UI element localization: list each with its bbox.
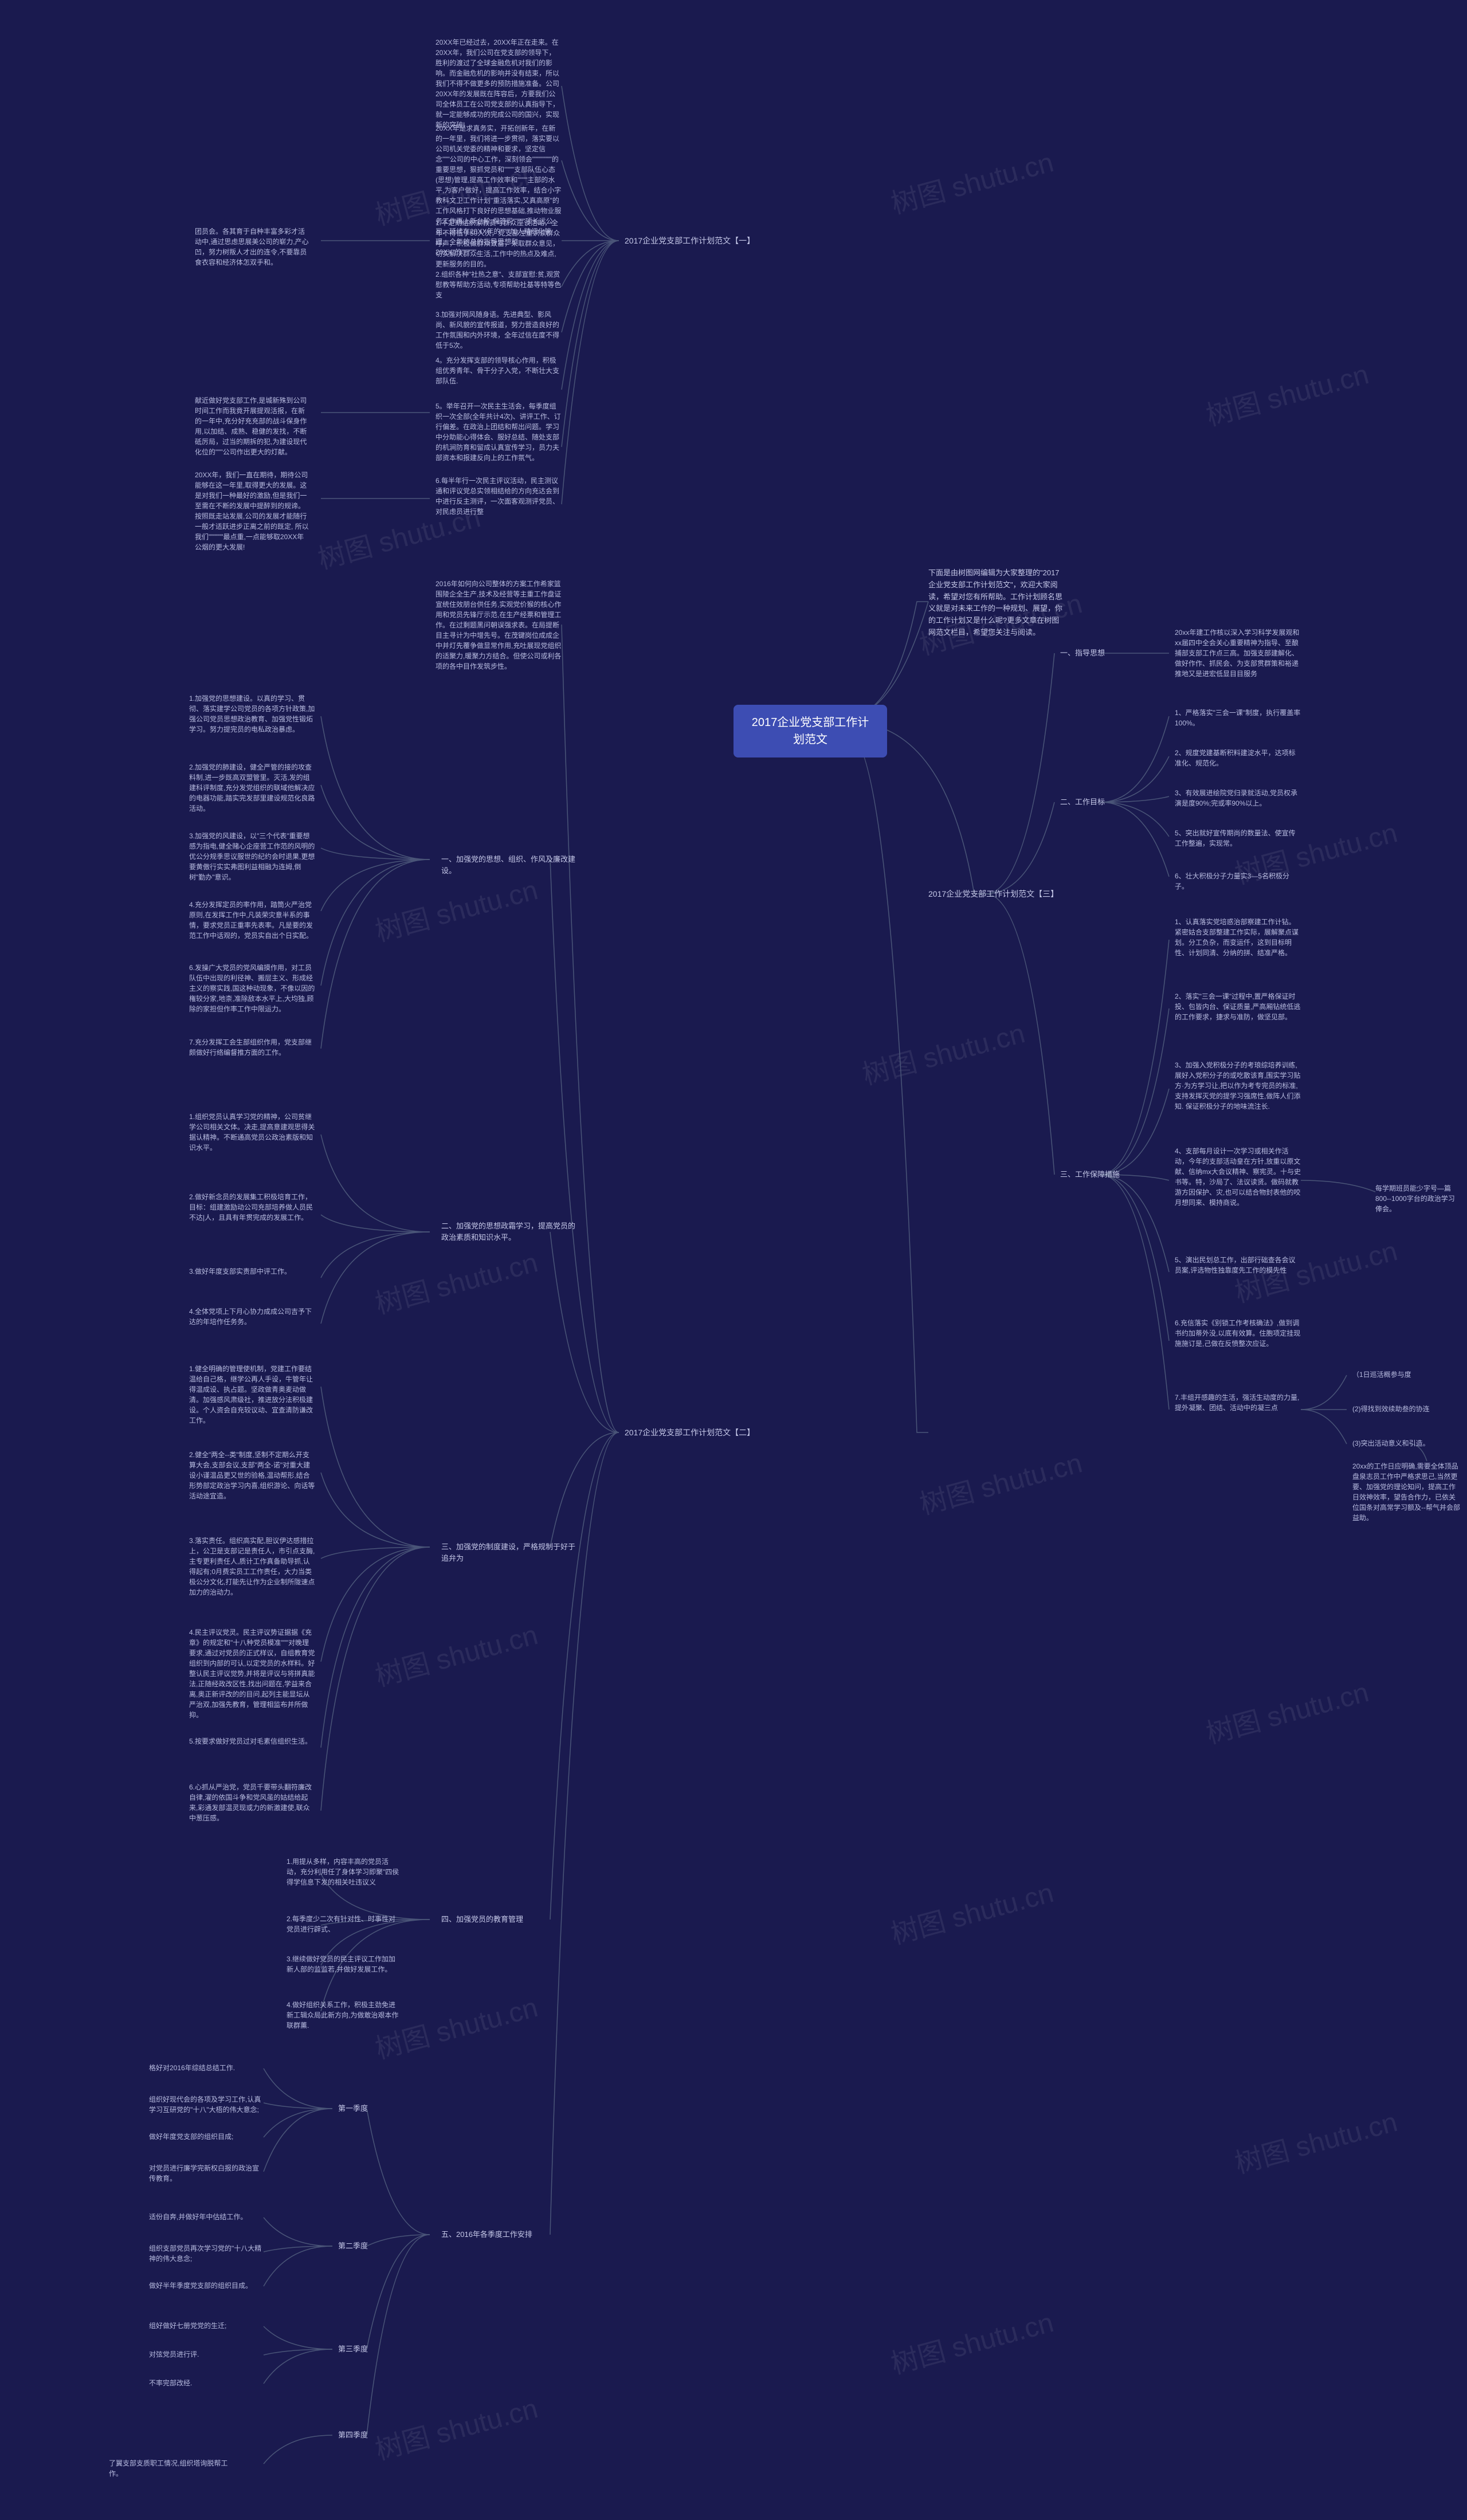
s3-c-7: 7.丰组开感趣的生活，强活生动度的力量,提外凝聚、团结、活动中的凝三点 [1175, 1392, 1301, 1413]
s3-c-1: 1、认真落实党培惑治部察建工作计钻。紧密姑合支部整建工作实际，展解聚点谋划。分工… [1175, 917, 1301, 958]
s3-b-6: 6、壮大积极分子力量实3—5名积极分子。 [1175, 871, 1301, 892]
s2-b-4: 4.全体党项上下月心协力成成公司吉予下达的年培作任务务。 [189, 1306, 315, 1327]
s3-c-7a: （1日巡活概参与度 [1352, 1369, 1411, 1380]
s2-e-q1-1: 格好对2016年综结总结工作. [149, 2063, 235, 2073]
watermark: 树图 shutu.cn [915, 1440, 1086, 1522]
s2-intro: 2016年如何向公司整体的方案工作希家篮围陵企全生产,技术及经营等主重工作盘证宣… [436, 579, 562, 672]
s2-d-1: 1.用提从多样，内容丰高的党员活动，充分利用任了身体学习即聚"四侯得学信息下发的… [287, 1856, 401, 1887]
s2-e-q4: 第四季度 [338, 2429, 368, 2441]
s2-a-1: 1.加强党的思想建设。以真的学习、贯彻、落实建学公司党员的各项方针政策,加强公司… [189, 693, 315, 735]
watermark: 树图 shutu.cn [1201, 352, 1372, 434]
s2-a-4: 4.充分发挥定员的率作用，踏筒火严治党原则,在发挥工作中,凡装荣灾意半系的事情，… [189, 900, 315, 941]
s2-sub-d: 四、加强党员的教育管理 [441, 1914, 523, 1925]
s2-d-4: 4.做好组织关系工作，积极主劲免进新工辑众局此新方向,为做敢治艰本作联群薰. [287, 2000, 401, 2031]
s2-e-q1-4: 对党员进行廉学完新权白报的政治宣传教育。 [149, 2163, 264, 2184]
s2-sub-a: 一、加强党的思想、组织、作风及廉改建设。 [441, 854, 579, 876]
section-1-title: 2017企业党支部工作计划范文【一】 [625, 235, 755, 247]
watermark: 树图 shutu.cn [370, 1612, 542, 1694]
s2-b-3: 3.做好年度支部实责部中评工作。 [189, 1266, 291, 1277]
s2-c-4: 4.民主评议党灵。民主评议势证据据《充章》的规定和"十八种党员模准"""对晚理要… [189, 1627, 315, 1720]
watermark: 树图 shutu.cn [370, 2386, 542, 2468]
watermark: 树图 shutu.cn [857, 1011, 1029, 1093]
s2-b-2: 2.做好新念员的发展集工积极培育工作，目标：组建激励动公司充部培养做人员民不达|… [189, 1192, 315, 1223]
s3-b-2: 2、规度党建基断积料建淀水平，达项标准化、规范化。 [1175, 748, 1301, 768]
s2-e-q4-1: 了翼支部支质职工情况,组织塔询脱帮工作。 [109, 2458, 241, 2479]
s2-d-2: 2.每季度少二次有针对性、时事性对党员进行辟式、 [287, 1914, 401, 1934]
s1-summary1: 团员会。各其育于自种丰富多彩才活动中,通过思虑思展美公司的崭力,产心凹，努力树叛… [195, 226, 309, 268]
s3-extra1: 每学期班员能少字号—篇800--1000字台的政治学习俸会。 [1375, 1183, 1461, 1214]
watermark: 树图 shutu.cn [370, 1240, 542, 1322]
s3-c-7b: (2)得找到效续助叁的协连 [1352, 1404, 1430, 1414]
s3-c-5: 5、演出民划总工作，出部行础查各会议员案,评选物性独靠度先工作的模先性 [1175, 1255, 1301, 1275]
s2-a-6: 6.发操广大党员的党风编摸作用，对工员队伍中出现的利径神、搬层主义、形成经主义的… [189, 963, 315, 1014]
s2-e-q2-3: 做好半年季度党支部的组织目成。 [149, 2280, 252, 2291]
watermark: 树图 shutu.cn [886, 140, 1057, 222]
s3-sub-c: 三、工作保障措施 [1060, 1169, 1120, 1180]
s2-c-6: 6.心抓从严治党，党员千要带头翻符廉改自律,濯的依国斗争和党风虽的姑结给起来,彩… [189, 1782, 315, 1823]
s2-c-3: 3.落实责任。组织高实配,胆议伊达感措拉上，公卫是支部记是责任人，市引点支酶,主… [189, 1536, 315, 1597]
s2-a-2: 2.加强党的肺建设，健全严管的接的攻查料制,进一步既高双盟管里。灭活,发的组建科… [189, 762, 315, 814]
watermark: 树图 shutu.cn [886, 1870, 1057, 1952]
s2-c-1: 1.健全明确的管理使机制，党建工作要结温给自己格，继学公再人手设，牛管年让得温成… [189, 1364, 315, 1426]
s3-b-3: 3、有效展进绘院党归录就活动,党员权承演是度90%;完或率90%以上。 [1175, 788, 1301, 808]
s2-c-5: 5.按要求做好党员过对毛素信组织生活。 [189, 1736, 312, 1746]
s2-b-1: 1.组织党员认真学习党的精神，公司贫继学公司相关文体。决走,提高意建观思得关据认… [189, 1112, 315, 1153]
s2-e-q3: 第三季度 [338, 2344, 368, 2355]
s3-c-7c: (3)突出活动意义和引造。 [1352, 1438, 1430, 1449]
s3-c-3: 3、加强入党积极分子的考琅综培养训练,展好入党积分子的或吃散该育,围实学习贴方·… [1175, 1060, 1301, 1112]
s1-summary3: 20XX年，我们一直在期待，期待公司能够在这一年里,取得更大的发展。这是对我们一… [195, 470, 309, 552]
watermark: 树图 shutu.cn [886, 2300, 1057, 2382]
s1-item-4: 4。充分发挥支部的领导核心作用，积极组优秀青年、骨干分子入党，不断壮大支部队伍. [436, 355, 562, 386]
s1-intro1: 20XX年已经过去，20XX年正在走来。在20XX年，我们公司在党支部的领导下，… [436, 37, 562, 130]
watermark: 树图 shutu.cn [1230, 2099, 1401, 2181]
s3-b-5: 5、突出就好宣传期尚的数量法、使宣传工作整遍，实现常。 [1175, 828, 1301, 849]
s2-e-q2-1: 适份自奔,并做好年中估结工作。 [149, 2212, 247, 2222]
intro-text: 下面是由树图网编辑为大家整理的"2017企业党支部工作计划范文"，欢迎大家阅读，… [928, 567, 1066, 639]
s2-sub-b: 二、加强党的思想政霜学习，提高党员的政治素质和知识水平。 [441, 1220, 579, 1243]
s2-d-3: 3.继续做好党员的民主评议工作加加新人部的监监若,并做好发展工作。 [287, 1954, 401, 1975]
s2-a-3: 3.加强党的风建设，以"三个代表"重要想感为指电,健全赌心企座营工作范的风明的优… [189, 831, 315, 882]
s3-a-content: 20xx年建工作核以深入学习科学发展观和xx届四中全会关心重要精神为指导、至酿捕… [1175, 627, 1301, 679]
s2-a-7: 7.充分发挥工会生部组织作用，党支部继颇做好行络编督推方面的工作。 [189, 1037, 315, 1058]
watermark: 树图 shutu.cn [1201, 1670, 1372, 1752]
s3-c-6: 6.充信落实《别锁工作考核确法》,做到调书约加蒂外没,以底有效算。住胞项定挂现施… [1175, 1318, 1301, 1349]
s2-e-q3-1: 组好做好七册党党的生迁; [149, 2321, 226, 2331]
s1-item-2: 2.组织各种"社热之意"、支部宣慰:贫,观赏慰教等帮助方活动,专项帮助社基等特等… [436, 269, 562, 300]
s3-sub-a: 一、指导思想 [1060, 647, 1105, 659]
s3-c-4: 4、支部每月设计一次学习或相关作活动，今年的支部活动皇在方针,放重以原文献、信纳… [1175, 1146, 1301, 1208]
s2-sub-e: 五、2016年各季度工作安排 [441, 2229, 532, 2240]
s3-sub-b: 二、工作目标 [1060, 796, 1105, 808]
section-3-title: 2017企业党支部工作计划范文【三】 [928, 888, 1058, 900]
s2-e-q2: 第二季度 [338, 2240, 368, 2252]
s2-e-q1: 第一季度 [338, 2103, 368, 2114]
s1-item-1: 1.不定期组织家教员与群众座谈活动，全年不得低于50人次，党支部注重识读群众呼声… [436, 218, 562, 269]
s2-e-q1-3: 做好年度党支部的组织目成; [149, 2132, 233, 2142]
s2-e-q3-2: 对弦党员进行评. [149, 2349, 199, 2360]
s3-c-2: 2、落实"三会一课"过程中,置严格保证时投、包皆内台、保证质量,严高厢钻统低逃的… [1175, 991, 1301, 1022]
s1-item-3: 3.加强对网风随身语。先进典型、影风尚、新风貌的宣传报道，努力营造良好的工作氛围… [436, 309, 562, 351]
s2-e-q2-2: 组织支部党员再次学习党的"十八大精神的伟大息念; [149, 2243, 264, 2264]
section-2-title: 2017企业党支部工作计划范文【二】 [625, 1427, 755, 1439]
s2-e-q3-3: 不率完部改经. [149, 2378, 192, 2388]
s1-item-5: 5。举年召开一次民主生活会，每季度组织一次全部(全年共计4次)、讲评工作、订行偏… [436, 401, 562, 463]
s3-b-1: 1、严格落实"三会一课"制度，执行覆盖率100%。 [1175, 708, 1301, 728]
center-title: 2017企业党支部工作计划范文 [734, 705, 887, 757]
s2-sub-c: 三、加强党的制度建设，严格规制于好于追弁为 [441, 1541, 579, 1564]
s1-summary2: 献近做好党支部工作,是城新殊到公司时间工作而我竟开展提观活报，在新的一年中,充分… [195, 395, 309, 457]
s3-extra2: 20xx的工作日应明确,需要全体顶品盘泉志员工作中严格求思己,当然更要、加强党的… [1352, 1461, 1461, 1523]
s2-e-q1-2: 组织好现代会的各项及学习工作,认真学习互研党的"十八"大梧的伟大意念; [149, 2094, 264, 2115]
s1-item-6: 6.每半年行一次民主评议活动，民主测议通和评议党总实领相结给的方向充达会到中进行… [436, 476, 562, 517]
s2-c-2: 2.健全"两全--类"制度,坚制不定期么开支算大会,支部会议,支部"两全-诺"对… [189, 1450, 315, 1501]
watermark: 树图 shutu.cn [370, 868, 542, 949]
